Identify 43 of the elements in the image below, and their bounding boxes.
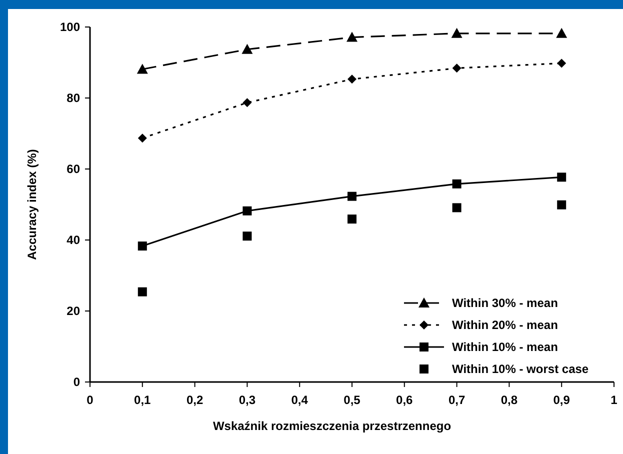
x-tick-label: 0,3 <box>238 393 256 407</box>
point <box>136 64 148 74</box>
point <box>346 32 358 42</box>
y-tick-label: 100 <box>60 20 80 34</box>
x-tick-label: 0,7 <box>448 393 466 407</box>
y-tick-label: 40 <box>66 233 80 248</box>
point <box>452 203 462 212</box>
y-axis-title: Accuracy index (%) <box>25 149 39 260</box>
point <box>242 98 252 108</box>
x-tick-label: 0,8 <box>500 393 518 407</box>
point <box>452 64 462 73</box>
point <box>557 58 566 68</box>
point <box>138 242 147 251</box>
x-tick-label: 0,6 <box>396 393 414 407</box>
point <box>138 287 147 296</box>
x-tick-label: 0,5 <box>344 393 361 407</box>
point <box>242 44 253 54</box>
point <box>348 192 356 201</box>
legend-label: Within 10% - mean <box>452 340 558 354</box>
point <box>242 232 252 241</box>
x-axis-title: Wskaźnik rozmieszczenia przestrzennego <box>212 419 452 433</box>
y-tick-label: 80 <box>66 91 80 106</box>
point <box>348 74 356 84</box>
point <box>138 134 147 143</box>
y-tick-label: 60 <box>66 162 80 176</box>
point <box>452 179 462 188</box>
legend-label: Within 30% - mean <box>452 296 558 310</box>
legend-label: Within 10% - worst case <box>452 362 589 376</box>
point <box>557 172 566 182</box>
x-tick-label: 0,1 <box>134 393 152 407</box>
y-tick-label: 0 <box>73 375 80 390</box>
point <box>451 28 462 38</box>
point <box>556 28 568 38</box>
x-tick-label: 0,9 <box>553 393 570 407</box>
x-tick-label: 1 <box>610 393 618 407</box>
x-tick-label: 0 <box>86 393 94 407</box>
x-tick-label: 0,2 <box>186 393 204 407</box>
x-tick-label: 0,4 <box>291 393 308 407</box>
y-tick-label: 20 <box>66 304 80 318</box>
point <box>242 206 252 216</box>
legend-label: Within 20% - mean <box>452 318 558 332</box>
point <box>557 200 566 210</box>
point <box>348 214 356 224</box>
